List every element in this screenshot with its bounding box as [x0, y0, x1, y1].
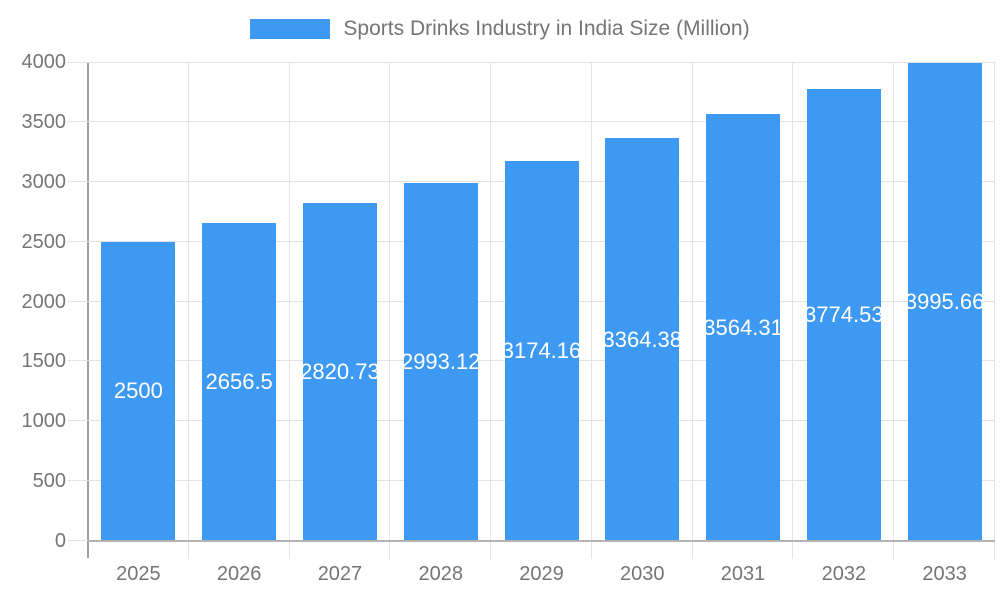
x-tick-label: 2028 [418, 563, 463, 585]
y-tick-label: 3500 [21, 110, 67, 133]
gridline-h [88, 120, 995, 122]
y-tick-label: 1500 [21, 350, 67, 373]
y-tick-label: 4000 [21, 51, 67, 73]
bar[interactable]: 3364.38 [605, 138, 680, 541]
y-tick-label: 500 [32, 470, 66, 493]
bar-value-label: 2993.12 [403, 348, 478, 374]
legend-item[interactable]: Sports Drinks Industry in India Size (Mi… [0, 17, 1000, 41]
bar-value-label: 3364.38 [605, 326, 680, 352]
x-tick-label: 2026 [216, 563, 262, 585]
x-tick [792, 542, 794, 559]
gridline-v [792, 62, 794, 541]
y-tick [68, 240, 88, 242]
bar-value-label: 2656.5 [205, 368, 273, 394]
plot-area: 2500 2656.5 2820.73 2993.12 3174.16 3364.38 35… [88, 62, 995, 541]
bar-value-label: 3174.16 [504, 337, 579, 363]
legend-label: Sports Drinks Industry in India Size (Mi… [343, 17, 750, 40]
x-tick [389, 542, 391, 559]
gridline-v [389, 62, 391, 541]
bar[interactable]: 3564.31 [706, 114, 781, 541]
y-tick-label: 2500 [21, 230, 67, 253]
y-tick [68, 62, 88, 63]
x-tick [590, 542, 592, 559]
y-tick [68, 180, 88, 182]
y-tick [68, 480, 88, 482]
x-tick-label: 2030 [620, 563, 665, 585]
y-tick [68, 420, 88, 422]
gridline-v [288, 62, 290, 541]
bar-value-label: 3995.66 [907, 288, 982, 314]
x-tick-label: 2025 [116, 563, 161, 585]
y-tick-label: 1000 [21, 410, 67, 433]
x-tick [187, 542, 189, 559]
y-tick-label: 2000 [21, 290, 67, 313]
y-tick [68, 540, 88, 541]
bar[interactable]: 3995.66 [907, 62, 982, 541]
gridline-v [994, 62, 995, 541]
x-tick-label: 2029 [519, 563, 564, 585]
bar[interactable]: 3774.53 [806, 89, 881, 541]
y-tick [68, 120, 88, 122]
gridline-v [187, 62, 189, 541]
y-tick [68, 300, 88, 302]
bar[interactable]: 3174.16 [504, 160, 579, 541]
x-axis-baseline [88, 540, 995, 542]
x-tick [994, 542, 995, 559]
bar-value-label: 2500 [113, 378, 163, 404]
bar-value-label: 2820.73 [302, 359, 377, 385]
x-tick [691, 542, 693, 559]
bar[interactable]: 2820.73 [302, 203, 377, 541]
gridline-v [590, 62, 592, 541]
legend-swatch-icon [250, 19, 331, 39]
bar[interactable]: 2500 [101, 241, 176, 541]
y-tick [68, 360, 88, 362]
bar[interactable]: 2656.5 [202, 222, 277, 541]
gridline-h [88, 62, 995, 63]
bar[interactable]: 2993.12 [403, 182, 478, 541]
x-tick [490, 542, 492, 559]
x-tick [893, 542, 895, 559]
x-tick-label: 2031 [720, 563, 766, 585]
y-axis-line [87, 62, 89, 558]
bar-value-label: 3564.31 [706, 314, 781, 340]
gridline-v [691, 62, 693, 541]
gridline-v [893, 62, 895, 541]
y-tick-label: 3000 [21, 170, 67, 193]
bar-value-label: 3774.53 [806, 301, 881, 327]
x-tick-label: 2027 [317, 563, 363, 585]
y-tick-label: 0 [54, 530, 66, 552]
x-tick-label: 2032 [821, 563, 867, 585]
x-tick [288, 542, 290, 559]
gridline-v [490, 62, 492, 541]
x-tick-label: 2033 [922, 563, 967, 585]
